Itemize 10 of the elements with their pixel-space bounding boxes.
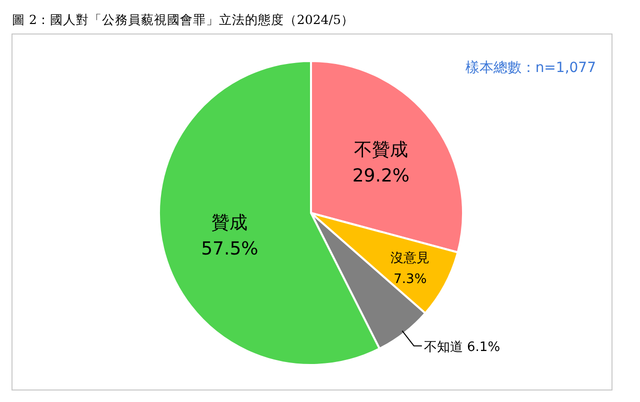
chart-title: 圖 2：國人對「公務員藐視國會罪」立法的態度（2024/5） (12, 12, 354, 27)
data-label: 57.5% (201, 238, 258, 260)
data-label: 29.2% (352, 165, 410, 186)
text: 樣本總數：n=1,077 (465, 60, 596, 76)
slice-label: 不知道 (424, 340, 463, 355)
slice-label: 不贊成 (354, 139, 408, 160)
slice-label: 沒意見 (390, 251, 430, 266)
data-label: 7.3% (394, 272, 427, 288)
data-label: 6.1% (467, 340, 500, 355)
slice-label: 贊成 (212, 212, 248, 234)
